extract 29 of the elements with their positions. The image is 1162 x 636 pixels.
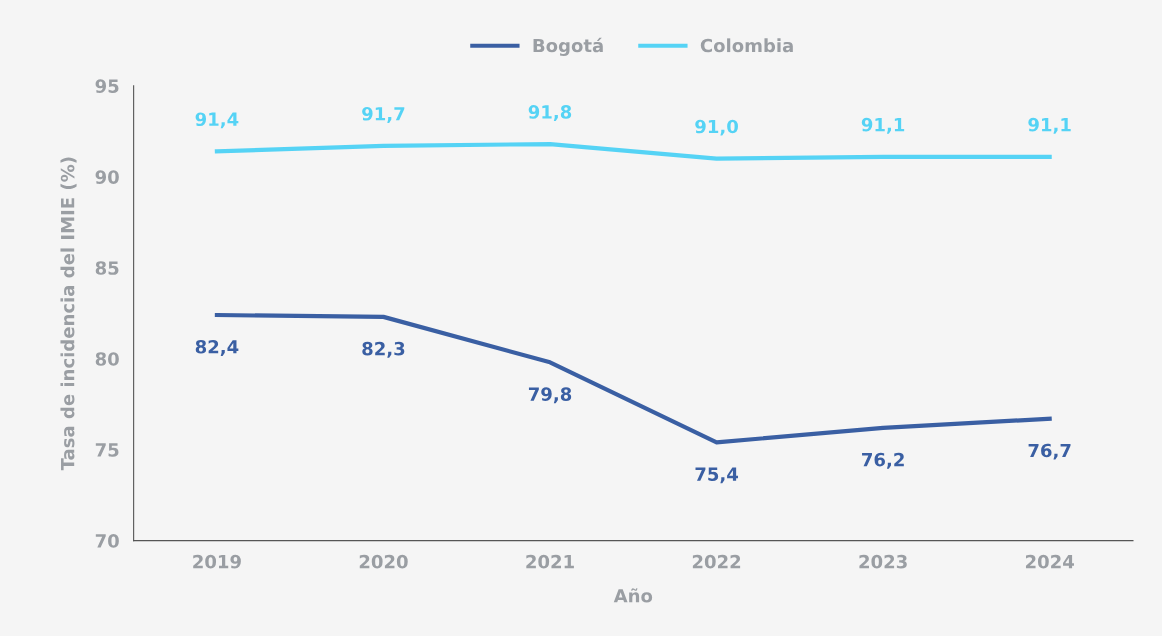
legend-label: Bogotá: [533, 37, 603, 56]
y-axis-title: Tasa de incidencia del IMIE (%): [60, 157, 77, 471]
y-tick-label: 95: [95, 79, 119, 93]
x-tick-label: 2022: [692, 554, 741, 569]
data-label: 91,1: [1028, 117, 1071, 134]
data-label: 75,4: [695, 467, 739, 484]
data-label: 91,0: [695, 119, 738, 136]
x-tick-label: 2023: [859, 554, 907, 569]
data-label: 82,3: [362, 341, 405, 358]
data-label: 76,2: [862, 452, 904, 469]
x-tick-label: 2019: [193, 554, 241, 569]
x-tick-label: 2021: [526, 554, 574, 569]
data-label: 76,7: [1028, 443, 1071, 460]
data-label: 91,7: [362, 106, 405, 123]
y-tick-label: 90: [95, 170, 119, 184]
y-tick-label: 70: [95, 534, 119, 548]
data-label: 82,4: [195, 339, 239, 356]
data-label: 91,4: [195, 112, 239, 129]
x-tick-label: 2024: [1025, 554, 1074, 569]
line-series: [214, 141, 1052, 161]
data-label: 91,8: [528, 105, 572, 122]
x-axis-title: Año: [613, 588, 653, 603]
x-tick-label: 2020: [359, 554, 408, 569]
y-tick-label: 80: [95, 352, 119, 366]
data-label: 91,1: [861, 117, 905, 134]
legend-label: Colombia: [700, 38, 793, 53]
y-tick-label: 75: [95, 443, 119, 457]
y-tick-label: 85: [95, 261, 119, 275]
data-label: 79,8: [528, 387, 572, 404]
